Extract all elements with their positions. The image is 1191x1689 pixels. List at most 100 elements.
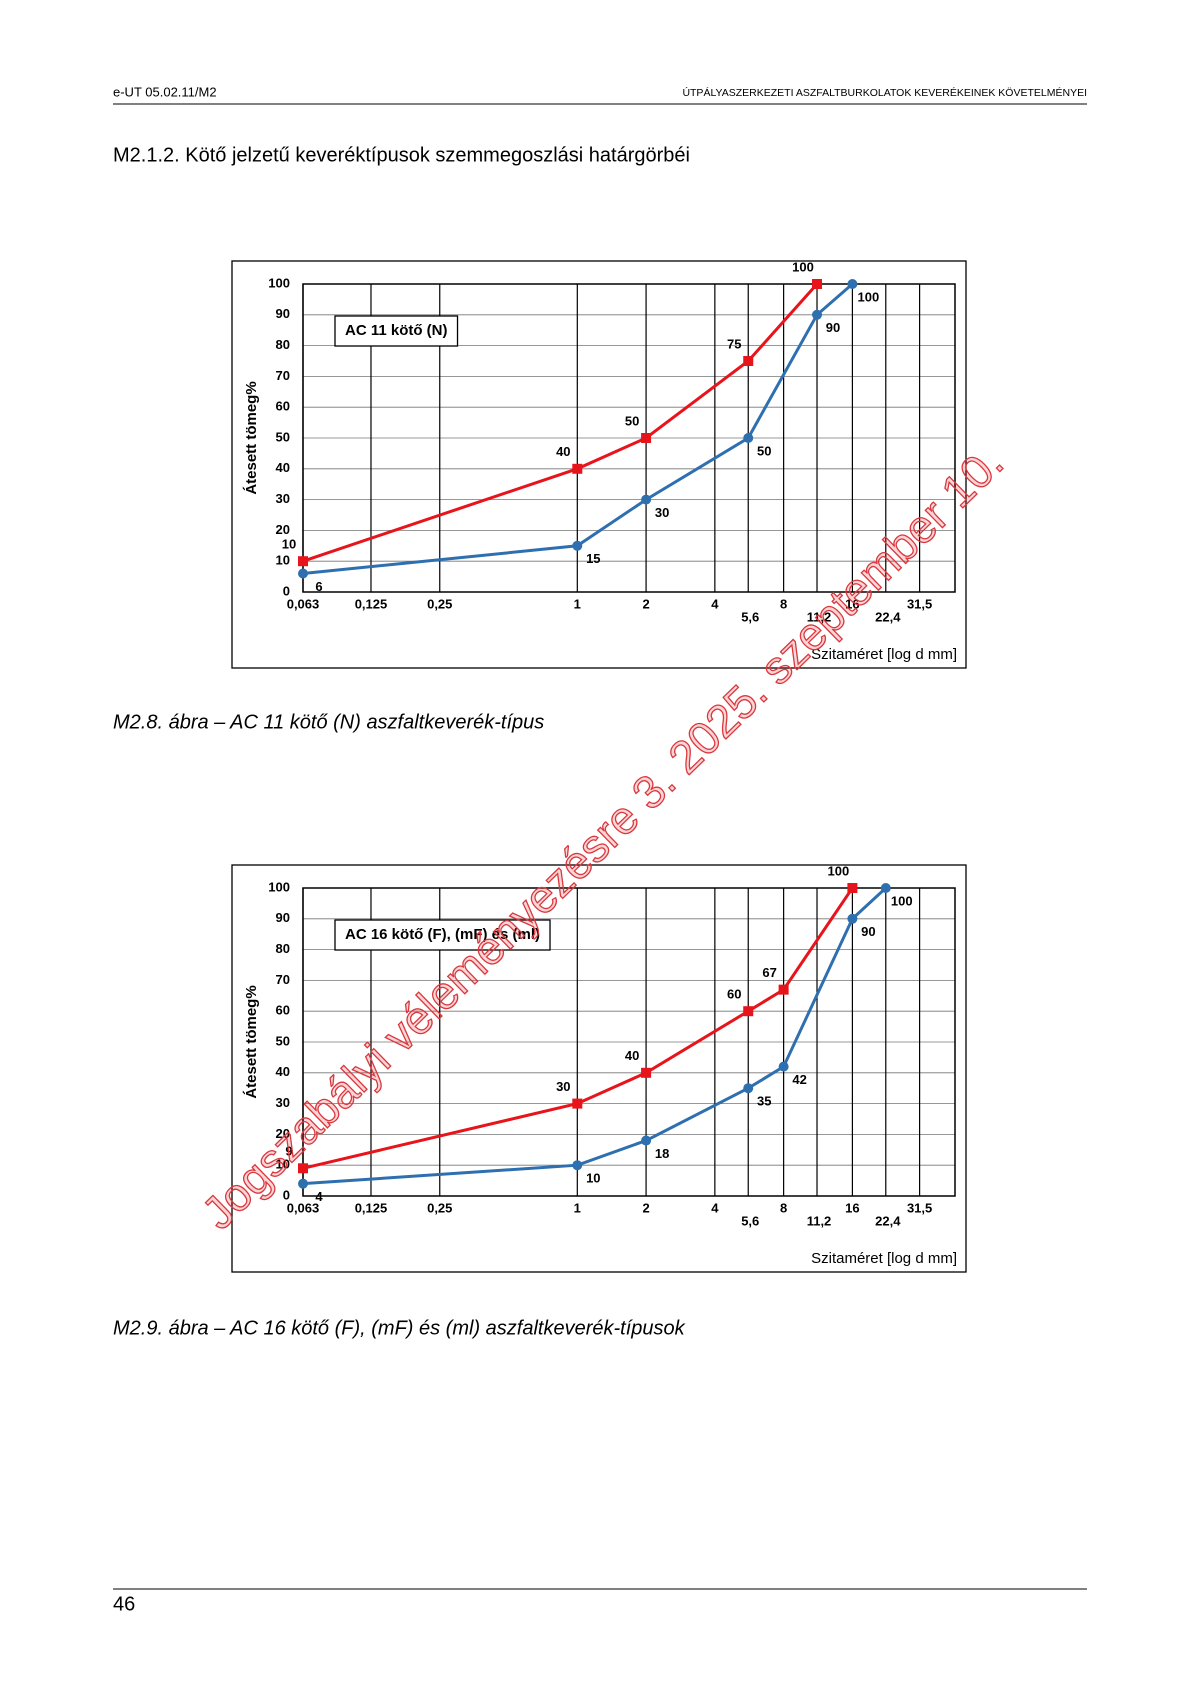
x-tick-label: 8 — [780, 596, 787, 611]
y-tick-label: 70 — [276, 972, 290, 987]
y-tick-label: 0 — [283, 583, 290, 598]
marker — [847, 279, 858, 289]
page-number: 46 — [113, 1593, 135, 1615]
data-label: 90 — [826, 320, 840, 335]
annotation: AC 16 kötő (F), (mF) és (ml) — [345, 926, 540, 943]
x-tick-label: 1 — [574, 1200, 581, 1215]
marker — [641, 494, 652, 505]
annotation: AC 11 kötő (N) — [345, 322, 448, 339]
data-label: 10 — [282, 537, 296, 552]
data-label: 60 — [727, 987, 741, 1002]
marker — [298, 1163, 308, 1174]
y-tick-label: 90 — [276, 306, 290, 321]
marker — [572, 1098, 583, 1109]
marker — [812, 279, 823, 289]
marker — [812, 309, 823, 320]
data-label: 67 — [762, 965, 776, 980]
x-tick-label: 31,5 — [907, 1200, 932, 1215]
data-label: 100 — [792, 259, 814, 274]
y-tick-label: 90 — [276, 910, 290, 925]
marker — [298, 1178, 308, 1189]
y-tick-label: 10 — [276, 553, 290, 568]
x-axis-label: Szitaméret [log d mm] — [811, 646, 957, 663]
data-label: 75 — [727, 336, 741, 351]
marker — [880, 883, 891, 893]
y-tick-label: 30 — [276, 491, 290, 506]
y-tick-label: 80 — [276, 941, 290, 956]
series-line — [302, 282, 854, 576]
marker — [743, 356, 754, 366]
y-axis-label: Átesett tömeg% — [243, 381, 260, 494]
caption: M2.8. ábra – AC 11 kötő (N) aszfaltkever… — [113, 711, 544, 733]
data-label: 10 — [586, 1171, 600, 1186]
header-left: e-UT 05.02.11/M2 — [113, 84, 217, 99]
y-tick-label: 60 — [276, 1003, 290, 1018]
y-tick-label: 50 — [276, 1033, 290, 1048]
marker — [572, 463, 583, 474]
data-label: 30 — [655, 505, 669, 520]
data-label: 9 — [285, 1144, 292, 1159]
data-label: 50 — [757, 443, 771, 458]
y-tick-label: 10 — [276, 1157, 290, 1172]
x-axis-label: Szitaméret [log d mm] — [811, 1250, 957, 1267]
y-tick-label: 50 — [276, 429, 290, 444]
y-tick-label: 80 — [276, 337, 290, 352]
data-label: 100 — [891, 893, 913, 908]
marker — [778, 984, 789, 995]
y-tick-label: 60 — [276, 399, 290, 414]
caption: M2.9. ábra – AC 16 kötő (F), (mF) és (ml… — [113, 1317, 686, 1339]
marker — [847, 883, 858, 893]
data-label: 100 — [828, 863, 850, 878]
x-tick-label: 0,125 — [355, 1200, 388, 1215]
series-line — [302, 887, 854, 1170]
data-label: 90 — [861, 924, 875, 939]
data-label: 40 — [625, 1048, 639, 1063]
y-tick-label: 70 — [276, 368, 290, 383]
marker — [298, 556, 308, 567]
x-tick-label: 16 — [845, 1200, 859, 1215]
x-tick-label: 31,5 — [907, 596, 932, 611]
x-tick-label: 0,063 — [287, 596, 320, 611]
x-tick-label: 5,6 — [741, 1213, 759, 1228]
x-tick-label: 11,2 — [807, 609, 832, 624]
y-axis-label: Átesett tömeg% — [243, 985, 260, 1098]
x-tick-label: 0,25 — [427, 596, 452, 611]
x-tick-label: 4 — [711, 1200, 719, 1215]
x-tick-label: 0,063 — [287, 1200, 320, 1215]
section-title: M2.1.2. Kötő jelzetű keveréktípusok szem… — [113, 144, 690, 166]
data-label: 50 — [625, 413, 639, 428]
marker — [641, 1135, 652, 1146]
x-tick-label: 22,4 — [875, 609, 901, 624]
marker — [298, 568, 308, 579]
x-tick-label: 2 — [642, 596, 649, 611]
y-tick-label: 100 — [268, 879, 290, 894]
marker — [572, 540, 583, 551]
data-label: 6 — [315, 579, 322, 594]
annotation-box — [334, 315, 459, 347]
x-tick-label: 16 — [845, 596, 859, 611]
y-tick-label: 100 — [268, 275, 290, 290]
y-tick-label: 20 — [276, 1126, 290, 1141]
data-label: 4 — [315, 1189, 323, 1204]
data-label: 42 — [792, 1072, 806, 1087]
marker — [641, 1067, 652, 1078]
x-tick-label: 0,125 — [355, 596, 388, 611]
data-label: 30 — [556, 1079, 570, 1094]
data-label: 18 — [655, 1146, 669, 1161]
x-tick-label: 0,25 — [427, 1200, 452, 1215]
x-tick-label: 22,4 — [875, 1213, 901, 1228]
plot-border — [302, 887, 956, 1197]
header-right: ÚTPÁLYASZERKEZETI ASZFALTBURKOLATOK KEVE… — [682, 86, 1087, 99]
marker — [572, 1160, 583, 1171]
x-tick-label: 4 — [711, 596, 719, 611]
marker — [743, 433, 754, 443]
y-tick-label: 0 — [283, 1187, 290, 1202]
annotation-box — [334, 919, 551, 951]
marker — [743, 1083, 754, 1094]
x-tick-label: 8 — [780, 1200, 787, 1215]
x-tick-label: 11,2 — [807, 1213, 832, 1228]
y-tick-label: 40 — [276, 1064, 290, 1079]
data-label: 15 — [586, 551, 600, 566]
